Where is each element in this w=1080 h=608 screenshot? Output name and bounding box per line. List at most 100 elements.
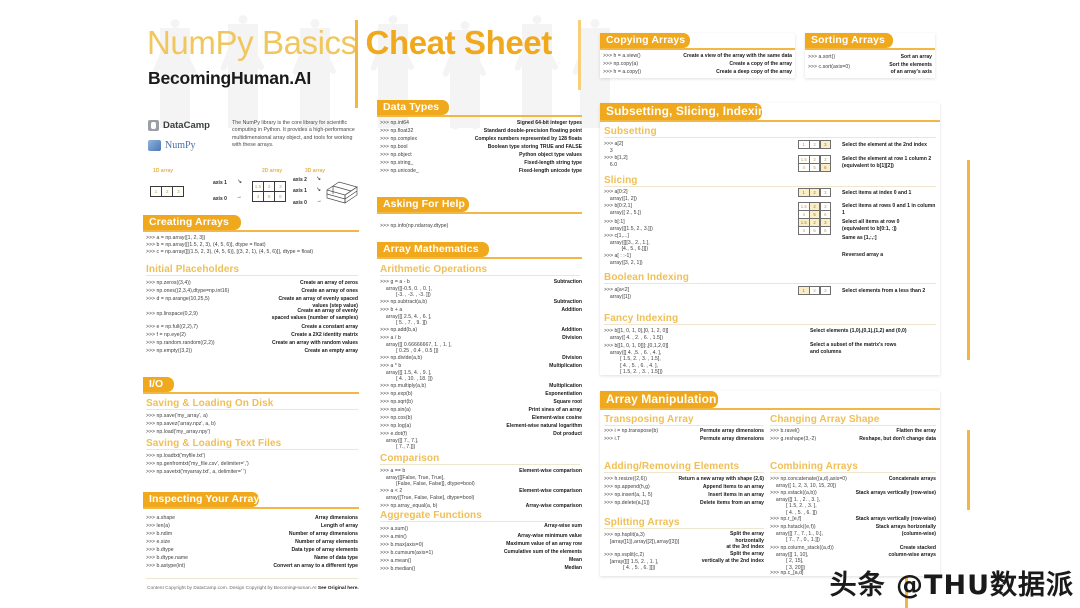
diagram-1d-label: 1D array <box>153 168 174 174</box>
slicing-desc-2: Select all items at row 0 (equivalent to… <box>842 219 900 232</box>
arith-desc-5: Division <box>562 355 582 361</box>
page-title: NumPy Basics Cheat Sheet <box>147 24 552 62</box>
splitting-code-1: >>> np.vsplit(c,2) [array([[[ 1.5, 2. , … <box>604 552 659 572</box>
arith-desc-10: Print sines of an array <box>528 407 582 413</box>
transposing-desc-1: Permute array dimensions <box>700 436 764 442</box>
io-disk-line-1: >>> np.savez('array.npz', a, b) <box>146 421 216 427</box>
section-io-header: I/O <box>143 377 174 392</box>
diagram-1d-cells: 1 2 3 <box>150 186 185 197</box>
subsection-combining-arrays: Combining Arrays <box>770 461 858 472</box>
splitting-desc-1: Split the array vertically at the 2nd in… <box>701 551 764 564</box>
sorting-desc-0: Sort an array <box>900 54 932 60</box>
grid-cell: 5 <box>808 226 821 236</box>
combining-code-4: >>> np.column_stack((a,d)) array([[ 1, 1… <box>770 545 834 571</box>
arith-desc-6: Multiplication <box>549 363 582 369</box>
grid-cell: 5 <box>808 163 821 173</box>
dtype-code-5: >>> np.string_ <box>380 160 414 166</box>
aggregate-code-0: >>> a.sum() <box>380 526 409 532</box>
placeholder-desc-7: Create an empty array <box>304 348 358 354</box>
subsection-saving-loading-disk: Saving & Loading On Disk <box>146 398 274 409</box>
numpy-mark-icon <box>148 140 161 151</box>
placeholder-code-0: >>> np.zeros((3,4)) <box>146 280 191 286</box>
diagram-2d-label: 2D array <box>262 168 283 174</box>
comparison-code-2: >>> np.array_equal(a, b) <box>380 503 438 509</box>
arith-code-5: >>> np.divide(a,b) <box>380 355 423 361</box>
placeholder-code-2: >>> d = np.arange(10,25,5) <box>146 296 210 302</box>
combining-code-1: >>> np.vstack((a,b)) array([[ 1. , 2. , … <box>770 490 821 516</box>
grid-cell: 4 <box>798 226 810 236</box>
arith-desc-4: Division <box>562 335 582 341</box>
section-sorting-arrays-header: Sorting Arrays <box>805 33 893 48</box>
io-text-line-0: >>> np.loadtxt('myfile.txt') <box>146 453 206 459</box>
boolean-desc-0: Select elements from a less than 2 <box>842 288 926 294</box>
dtype-code-3: >>> np.bool <box>380 144 408 150</box>
subsection-arithmetic-operations: Arithmetic Operations <box>380 264 488 275</box>
transposing-code-1: >>> i.T <box>604 436 621 442</box>
dtype-code-0: >>> np.int64 <box>380 120 410 126</box>
inspect-desc-3: Number of array elements <box>295 539 358 545</box>
asking-help-line: >>> np.info(np.ndarray.dtype) <box>380 223 449 229</box>
transposing-code-0: >>> i = np.transpose(b) <box>604 428 659 434</box>
subsection-comparison: Comparison <box>380 453 440 464</box>
diagram-3d-label: 3D array <box>305 168 326 174</box>
boolean-code-0: >>> a[a<2] array([1]) <box>604 287 632 300</box>
inspect-desc-4: Data type of array elements <box>291 547 358 553</box>
arith-code-12: >>> np.log(a) <box>380 423 412 429</box>
placeholder-desc-5: Create a 2X2 identity matrix <box>291 332 358 338</box>
subsetting-desc-0: Select the element at the 2nd index <box>842 142 927 148</box>
subsection-changing-array-shape: Changing Array Shape <box>770 414 880 425</box>
footer-link[interactable]: See Original here. <box>317 586 359 591</box>
dtype-desc-0: Signed 64-bit integer types <box>516 120 582 126</box>
aggregate-desc-1: Array-wise minimum value <box>517 533 582 539</box>
section-array-mathematics-header: Array Mathematics <box>377 242 489 257</box>
placeholder-code-7: >>> np.empty((3,2)) <box>146 348 193 354</box>
placeholder-code-1: >>> np.ones((2,3,4),dtype=np.int16) <box>146 288 230 294</box>
arith-code-6: >>> a * b array([[ 1.5, 4. , 9. ], [ 4. … <box>380 363 433 383</box>
subsection-fancy-indexing: Fancy Indexing <box>604 313 679 324</box>
axis1-label-3d: axis 1 <box>293 188 307 194</box>
combining-code-5: >>> np.c_[a,d] <box>770 570 804 576</box>
section-subsetting-slicing-indexing-header: Subsetting, Slicing, Indexing <box>600 103 773 120</box>
inspect-desc-6: Convert an array to a different type <box>273 563 358 569</box>
slicing-code-3: >>> c[1,...] array([[[3., 2., 1.], [4., … <box>604 233 650 253</box>
creating-arrays-line-0: >>> a = np.array([1, 2, 3]) <box>146 235 206 241</box>
subsection-saving-loading-text: Saving & Loading Text Files <box>146 438 282 449</box>
slicing-desc-3: Same as [1,:,:] <box>842 235 877 241</box>
inspect-desc-5: Name of data type <box>314 555 358 561</box>
inspect-code-5: >>> b.dtype.name <box>146 555 189 561</box>
page-subtitle: BecomingHuman.AI <box>148 68 312 88</box>
splitting-code-0: >>> np.hsplit(a,3) [array([1]),array([2]… <box>604 532 680 545</box>
copying-desc-1: Create a copy of the array <box>729 61 792 67</box>
slicing-code-2: >>> b[:1] array([[1.5, 2., 3.]]) <box>604 219 653 232</box>
slicing-desc-4: Reversed array a <box>842 252 884 258</box>
copying-desc-2: Create a deep copy of the array <box>716 69 792 75</box>
adding-desc-1: Append items to an array <box>702 484 764 490</box>
numpy-logo: NumPy <box>148 140 196 151</box>
grid-cell: 3 <box>819 286 832 295</box>
aggregate-desc-5: Median <box>564 565 582 571</box>
channel-watermark: 头条 @THU数据派 <box>829 570 1074 601</box>
section-data-types-header: Data Types <box>377 100 449 115</box>
cell: 4 <box>252 191 264 203</box>
combining-desc-0: Concatenate arrays <box>888 476 936 482</box>
dtype-code-1: >>> np.float32 <box>380 128 414 134</box>
arrow-icon: → <box>236 194 242 200</box>
dtype-code-6: >>> np.unicode_ <box>380 168 419 174</box>
cell: 2 <box>161 186 174 197</box>
section-inspecting-header: Inspecting Your Array <box>143 492 259 507</box>
adding-desc-3: Delete items from an array <box>700 500 764 506</box>
section-array-manipulation-header: Array Manipulation <box>600 391 718 408</box>
subsetting-desc-1: Select the element at row 1 column 2 (eq… <box>842 156 932 169</box>
placeholder-code-4: >>> e = np.full((2,2),7) <box>146 324 198 330</box>
arith-code-3: >>> np.add(b,a) <box>380 327 418 333</box>
creating-arrays-line-2: >>> c = np.array([[(1.5, 2, 3), (4, 5, 6… <box>146 249 314 255</box>
dtype-code-2: >>> np.complex <box>380 136 418 142</box>
inspect-code-0: >>> a.shape <box>146 515 176 521</box>
comparison-desc-0: Element-wise comparison <box>519 468 582 474</box>
aggregate-desc-2: Maximum value of an array row <box>506 541 582 547</box>
subsection-slicing: Slicing <box>604 175 638 186</box>
